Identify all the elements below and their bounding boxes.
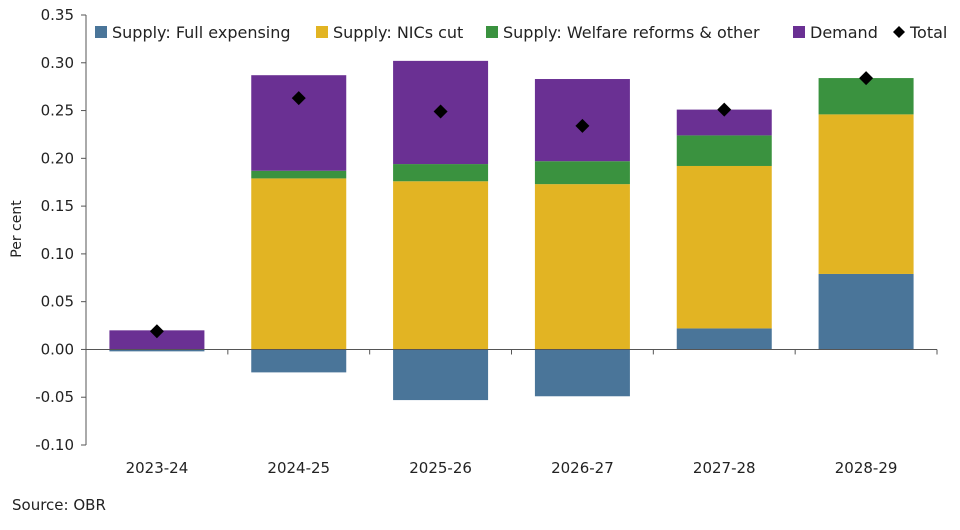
- bar-segment: [676, 328, 772, 350]
- total-markers: [149, 71, 874, 339]
- bar-segment: [393, 181, 489, 350]
- bar-segment: [251, 178, 347, 350]
- legend-label: Supply: NICs cut: [333, 23, 463, 42]
- total-marker: [575, 118, 590, 133]
- legend-swatch: [95, 26, 107, 38]
- bar-segment: [251, 75, 347, 171]
- y-tick-label: 0.05: [41, 293, 74, 311]
- y-tick-label: 0.25: [41, 102, 74, 120]
- bar-segment: [534, 161, 630, 185]
- y-tick-label: 0.00: [41, 340, 74, 358]
- y-tick-label: -0.10: [35, 436, 74, 454]
- y-axis: -0.10 -0.05 0.00 0.05 0.10 0.15 0.20 0.25 0.30 0.…: [35, 6, 87, 454]
- legend-label: Supply: Welfare reforms & other: [503, 23, 760, 42]
- x-axis: 2023-24 2024-25 2025-26 2026-27 2027-28 2028-…: [85, 348, 938, 477]
- legend: Supply: Full expensing Supply: NICs cut Su…: [95, 23, 947, 42]
- legend-label: Total: [909, 23, 947, 42]
- x-tick-label: 2028-29: [835, 459, 898, 477]
- bar-segment: [676, 165, 772, 329]
- bar-segment: [251, 349, 347, 373]
- legend-swatch: [486, 26, 498, 38]
- bar-segment: [393, 164, 489, 182]
- bar-segment: [109, 349, 205, 352]
- y-tick-label: -0.05: [35, 388, 74, 406]
- bar-segment: [109, 330, 205, 350]
- x-tick-label: 2027-28: [693, 459, 756, 477]
- bar-segment: [676, 135, 772, 166]
- bar-segment: [534, 184, 630, 350]
- x-tick-label: 2025-26: [409, 459, 472, 477]
- total-marker: [717, 102, 732, 117]
- y-tick-label: 0.10: [41, 245, 74, 263]
- bar-segment: [393, 349, 489, 401]
- total-marker: [291, 91, 306, 106]
- x-tick-label: 2026-27: [551, 459, 614, 477]
- legend-label: Demand: [810, 23, 878, 42]
- total-marker: [433, 104, 448, 119]
- legend-swatch: [793, 26, 805, 38]
- y-tick-label: 0.20: [41, 149, 74, 167]
- y-tick-label: 0.35: [41, 6, 74, 24]
- x-tick-label: 2024-25: [267, 459, 330, 477]
- total-marker: [859, 71, 874, 86]
- x-tick-label: 2023-24: [126, 459, 189, 477]
- y-axis-label: Per cent: [9, 200, 25, 258]
- y-tick-label: 0.15: [41, 197, 74, 215]
- chart: Supply: Full expensing Supply: NICs cut Su…: [9, 6, 947, 477]
- total-marker: [149, 324, 164, 339]
- bar-segment: [818, 114, 914, 274]
- bar-segment: [534, 349, 630, 397]
- legend-label: Supply: Full expensing: [112, 23, 291, 42]
- legend-swatch: [893, 26, 905, 38]
- bar-segment: [251, 170, 347, 179]
- y-tick-label: 0.30: [41, 54, 74, 72]
- bar-segment: [818, 273, 914, 350]
- legend-swatch: [316, 26, 328, 38]
- source-note: Source: OBR: [12, 496, 106, 514]
